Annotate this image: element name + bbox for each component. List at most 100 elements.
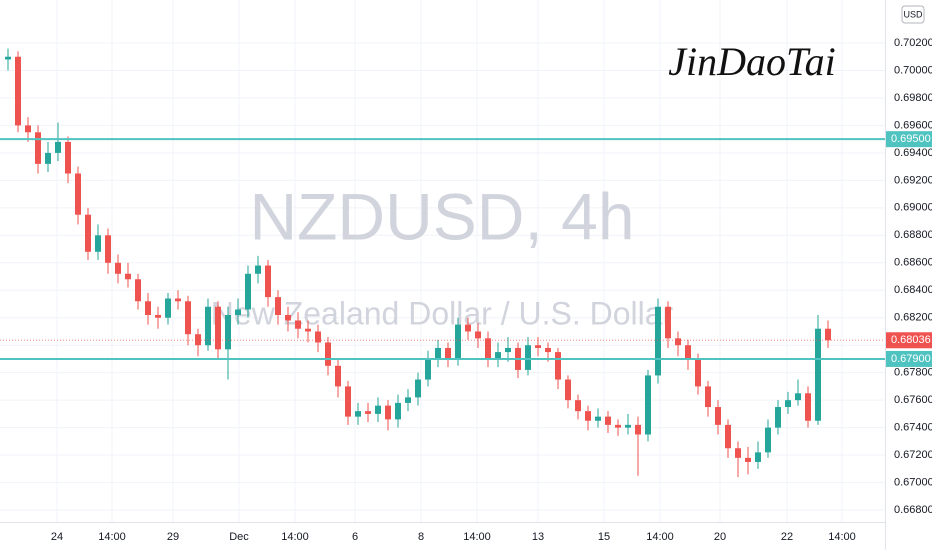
candle-body — [745, 457, 751, 462]
y-tick-label: 0.68200 — [894, 312, 932, 324]
plot — [0, 48, 885, 478]
candle-body — [815, 328, 821, 421]
candle-body — [665, 306, 671, 339]
candle-body — [545, 347, 551, 353]
y-tick-label: 0.69600 — [894, 119, 932, 131]
candle-body — [435, 347, 441, 359]
candle-body — [105, 235, 111, 263]
signature: JinDaoTai — [668, 39, 835, 84]
y-tick-label: 0.68600 — [894, 257, 932, 269]
candle-body — [475, 331, 481, 339]
watermark-title: NZDUSD, 4h — [249, 179, 634, 253]
currency-label[interactable]: USD — [903, 9, 923, 19]
x-tick-label: 14:00 — [828, 531, 856, 543]
candle-body — [555, 352, 561, 380]
candle-body — [535, 345, 541, 348]
candle-body — [485, 338, 491, 359]
candle-body — [605, 416, 611, 425]
x-tick-label: 29 — [167, 531, 179, 543]
x-tick-label: Dec — [229, 531, 249, 543]
candle-body — [625, 424, 631, 428]
candle-body — [385, 405, 391, 420]
y-tick-label: 0.69400 — [894, 147, 932, 159]
candle-body — [825, 328, 831, 341]
y-tick-label: 0.68400 — [894, 284, 932, 296]
level-badge — [886, 350, 932, 367]
candle-body — [245, 273, 251, 310]
candle-body — [375, 405, 381, 414]
candle-body — [725, 424, 731, 449]
x-tick-label: 24 — [51, 531, 63, 543]
y-tick-label: 0.68800 — [894, 229, 932, 241]
x-tick-label: 14:00 — [98, 531, 126, 543]
candle-body — [395, 402, 401, 420]
x-tick-label: 20 — [714, 531, 726, 543]
candle-body — [685, 345, 691, 359]
candle-body — [285, 314, 291, 321]
candle-body — [45, 152, 51, 164]
candle-body — [405, 397, 411, 403]
last-price-label: 0.68036 — [891, 334, 931, 346]
candle-body — [355, 411, 361, 417]
candle-body — [55, 141, 61, 153]
candle-body — [135, 279, 141, 302]
candle-body — [115, 262, 121, 274]
candle-body — [455, 324, 461, 359]
y-tick-label: 0.67400 — [894, 422, 932, 434]
candle-body — [265, 265, 271, 298]
currency-badge[interactable] — [901, 5, 925, 24]
x-tick-label: 8 — [418, 531, 424, 543]
candle-body — [335, 365, 341, 387]
candle-body — [155, 314, 161, 318]
candle-body — [25, 125, 31, 133]
candle-body — [575, 400, 581, 412]
candle-body — [585, 411, 591, 421]
candle-body — [565, 379, 571, 401]
y-tick-label: 0.69000 — [894, 202, 932, 214]
candle-body — [765, 427, 771, 453]
candle-body — [645, 375, 651, 435]
y-tick-label: 0.70000 — [894, 64, 932, 76]
axes: 0.66800 0.67000 0.67200 0.67400 0.67600 0.678… — [51, 37, 932, 543]
y-tick-label: 0.67600 — [894, 394, 932, 406]
candle-body — [345, 386, 351, 417]
y-tick-label: 0.67200 — [894, 449, 932, 461]
candle-body — [495, 352, 501, 359]
candle-body — [695, 358, 701, 387]
candle-body — [295, 320, 301, 329]
x-tick-label: 14:00 — [463, 531, 491, 543]
y-tick-label: 0.69800 — [894, 92, 932, 104]
y-tick-label: 0.67800 — [894, 367, 932, 379]
candle-body — [95, 235, 101, 252]
y-tick-label: 0.67000 — [894, 476, 932, 488]
candle-body — [325, 342, 331, 366]
candle-body — [365, 411, 371, 414]
candle-body — [425, 358, 431, 380]
candle-body — [125, 273, 131, 280]
candle-body — [15, 56, 21, 126]
y-tick-label: 0.70200 — [894, 37, 932, 49]
candle-body — [525, 345, 531, 370]
level-badge — [886, 131, 932, 148]
candle-body — [735, 448, 741, 458]
candle-body — [305, 328, 311, 332]
candle-body — [75, 173, 81, 215]
level-label: 0.69500 — [891, 133, 931, 145]
x-tick-label: 13 — [532, 531, 544, 543]
candle-body — [795, 393, 801, 401]
candle-body — [315, 331, 321, 343]
candle-body — [675, 338, 681, 346]
candle-body — [85, 214, 91, 252]
candle-body — [195, 334, 201, 346]
candle-body — [415, 379, 421, 398]
x-tick-label: 14:00 — [646, 531, 674, 543]
candle-body — [785, 400, 791, 408]
last-price-badge — [886, 332, 932, 349]
candle-body — [705, 386, 711, 408]
candle-body — [775, 407, 781, 428]
candle-body — [185, 301, 191, 335]
candle-body — [805, 393, 811, 421]
candle-body — [235, 309, 241, 315]
